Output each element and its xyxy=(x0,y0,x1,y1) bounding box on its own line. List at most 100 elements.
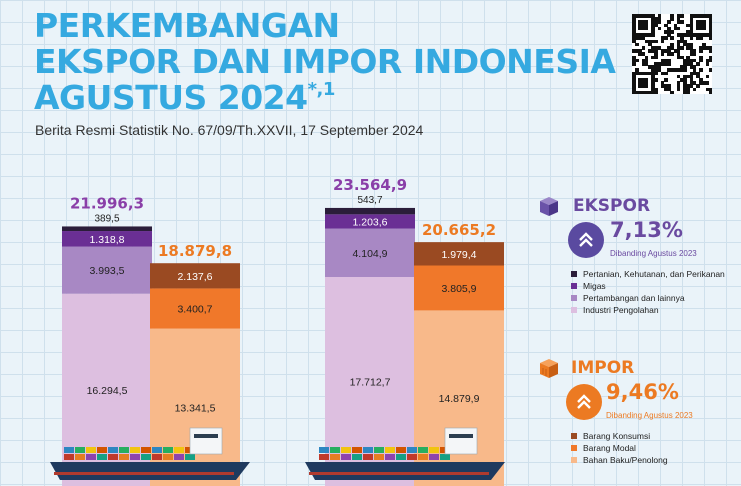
title-footnote-mark: *,1 xyxy=(307,79,336,100)
export-segment-label: 389,5 xyxy=(94,213,119,224)
export-segment-label: 3.993,5 xyxy=(89,265,124,277)
legend-swatch xyxy=(571,445,577,451)
legend-label: Bahan Baku/Penolong xyxy=(583,455,668,465)
qr-code-icon[interactable] xyxy=(632,14,713,95)
ship-container xyxy=(141,447,151,453)
ship-bridge xyxy=(444,427,478,455)
import-total-label: 20.665,2 xyxy=(422,221,496,239)
legend-item: Pertanian, Kehutanan, dan Perikanan xyxy=(571,268,725,280)
title-line-1: PERKEMBANGAN xyxy=(34,6,340,45)
ship-container xyxy=(174,454,184,460)
ekspor-growth-badge xyxy=(568,222,604,258)
ship-container xyxy=(163,447,173,453)
ship-container xyxy=(418,454,428,460)
export-bar-segment xyxy=(325,214,415,229)
title-line-2: EKSPOR DAN IMPOR INDONESIA xyxy=(34,42,616,81)
import-segment-label: 3.805,9 xyxy=(441,283,476,295)
legend-label: Pertambangan dan lainnya xyxy=(583,293,685,303)
ekspor-legend: Pertanian, Kehutanan, dan Perikanan Migas… xyxy=(571,268,725,316)
ship-container xyxy=(407,454,417,460)
ekspor-title: EKSPOR xyxy=(573,196,651,216)
ship-container xyxy=(396,454,406,460)
legend-label: Industri Pengolahan xyxy=(583,305,659,315)
ship-container xyxy=(440,454,450,460)
export-segment-label: 543,7 xyxy=(357,195,382,206)
export-bar-segment xyxy=(325,207,415,215)
import-segment-label: 1.979,4 xyxy=(441,249,476,261)
import-segment-label: 3.400,7 xyxy=(177,304,212,316)
release-reference: Berita Resmi Statistik No. 67/09/Th.XXVI… xyxy=(35,122,424,138)
ship-container xyxy=(429,454,439,460)
export-bar-segment xyxy=(62,231,152,247)
ship-container xyxy=(385,447,395,453)
ship-container xyxy=(330,454,340,460)
import-segment-label: 13.341,5 xyxy=(175,402,216,414)
ship-container xyxy=(330,447,340,453)
ship-container xyxy=(396,447,406,453)
ship-container xyxy=(374,454,384,460)
ship-hull xyxy=(305,462,505,480)
ship-container xyxy=(185,454,195,460)
ship-container xyxy=(385,454,395,460)
ship-bridge xyxy=(189,427,223,455)
ship-container xyxy=(407,447,417,453)
impor-growth-badge xyxy=(566,384,602,420)
legend-label: Barang Konsumsi xyxy=(583,431,651,441)
ship-container xyxy=(75,447,85,453)
ship-container xyxy=(163,454,173,460)
ship-container xyxy=(363,447,373,453)
import-bar-segment xyxy=(150,263,240,289)
export-bar-segment xyxy=(325,228,415,277)
legend-label: Barang Modal xyxy=(583,443,636,453)
ship-container xyxy=(86,454,96,460)
ship-container xyxy=(319,454,329,460)
double-chevron-up-icon xyxy=(579,232,593,247)
legend-item: Barang Modal xyxy=(571,442,668,454)
impor-legend: Barang Konsumsi Barang Modal Bahan Baku/Pe… xyxy=(571,430,668,466)
ship-container xyxy=(152,454,162,460)
ship-container xyxy=(319,447,329,453)
container-icon xyxy=(540,359,558,378)
legend-item: Industri Pengolahan xyxy=(571,304,725,316)
legend-item: Pertambangan dan lainnya xyxy=(571,292,725,304)
export-segment-label: 1.203,6 xyxy=(352,216,387,228)
ship-container xyxy=(108,454,118,460)
ship-container xyxy=(352,447,362,453)
import-segment-label: 2.137,6 xyxy=(177,271,212,283)
export-segment-label: 16.294,5 xyxy=(87,385,128,397)
ship-container xyxy=(341,454,351,460)
ship-hull-stripe xyxy=(309,472,489,475)
legend-item: Bahan Baku/Penolong xyxy=(571,454,668,466)
import-segment-label: 14.879,9 xyxy=(439,393,480,405)
legend-swatch xyxy=(571,433,577,439)
ship-container xyxy=(97,447,107,453)
ship-bridge-windows xyxy=(449,434,473,438)
legend-label: Pertanian, Kehutanan, dan Perikanan xyxy=(583,269,725,279)
legend-item: Barang Konsumsi xyxy=(571,430,668,442)
ship-container xyxy=(429,447,439,453)
export-segment-label: 1.318,8 xyxy=(89,234,124,246)
ship-container xyxy=(64,454,74,460)
impor-growth-value: 9,46% xyxy=(606,380,679,404)
ship-container xyxy=(86,447,96,453)
ship-container xyxy=(363,454,373,460)
ship-hull-stripe xyxy=(54,472,234,475)
ship-container xyxy=(75,454,85,460)
export-segment-label: 4.104,9 xyxy=(352,248,387,260)
ship-container xyxy=(341,447,351,453)
ship-container xyxy=(174,447,184,453)
page-title: PERKEMBANGAN EKSPOR DAN IMPOR INDONESIA … xyxy=(34,6,616,117)
export-bar-segment xyxy=(62,293,152,486)
ship-container xyxy=(119,454,129,460)
ship-container xyxy=(108,447,118,453)
title-line-3: AGUSTUS 2024 xyxy=(34,78,308,117)
ship-container xyxy=(130,454,140,460)
import-total-label: 18.879,8 xyxy=(158,242,232,260)
ship-container xyxy=(130,447,140,453)
ekspor-growth-note: Dibanding Agustus 2023 xyxy=(610,249,697,258)
ship-container xyxy=(374,447,384,453)
ship-container xyxy=(141,454,151,460)
ship-container xyxy=(352,454,362,460)
export-total-label: 23.564,9 xyxy=(333,176,407,194)
import-bar-segment xyxy=(414,242,504,266)
